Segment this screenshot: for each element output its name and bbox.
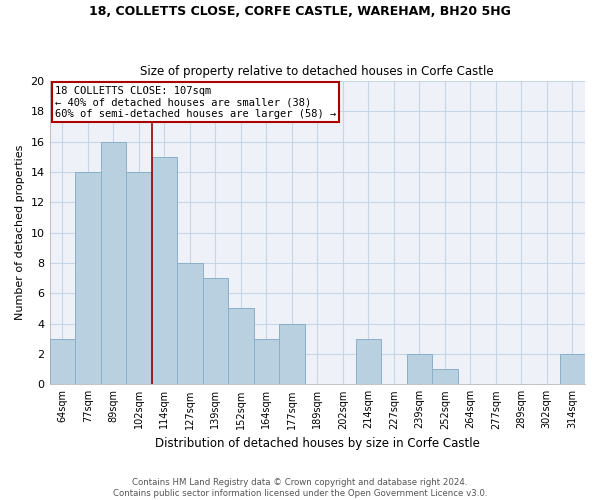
Bar [228,308,254,384]
Bar [432,369,458,384]
Bar [50,339,75,384]
Text: Contains HM Land Registry data © Crown copyright and database right 2024.
Contai: Contains HM Land Registry data © Crown c… [113,478,487,498]
X-axis label: Distribution of detached houses by size in Corfe Castle: Distribution of detached houses by size … [155,437,480,450]
Bar [279,324,305,384]
Text: 18 COLLETTS CLOSE: 107sqm
← 40% of detached houses are smaller (38)
60% of semi-: 18 COLLETTS CLOSE: 107sqm ← 40% of detac… [55,86,336,119]
Bar [177,263,203,384]
Bar [254,339,279,384]
Bar [75,172,101,384]
Y-axis label: Number of detached properties: Number of detached properties [15,145,25,320]
Bar [101,142,126,384]
Title: Size of property relative to detached houses in Corfe Castle: Size of property relative to detached ho… [140,66,494,78]
Bar [152,157,177,384]
Bar [407,354,432,384]
Bar [560,354,585,384]
Bar [203,278,228,384]
Bar [126,172,152,384]
Text: 18, COLLETTS CLOSE, CORFE CASTLE, WAREHAM, BH20 5HG: 18, COLLETTS CLOSE, CORFE CASTLE, WAREHA… [89,5,511,18]
Bar [356,339,381,384]
